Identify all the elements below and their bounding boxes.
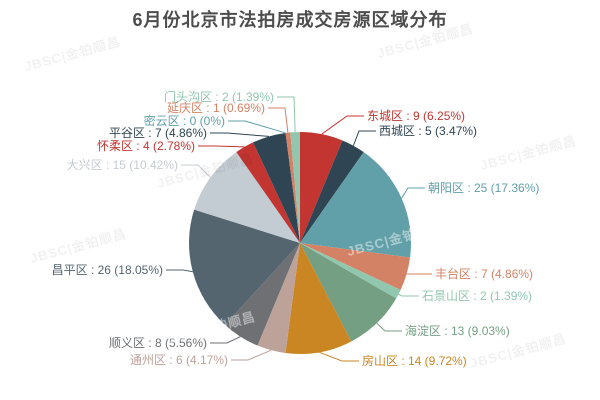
pie-label-顺义区: 顺义区 : 8 (5.56%)	[109, 336, 207, 350]
label-line-平谷区	[210, 132, 269, 137]
label-line-西城区	[352, 130, 376, 146]
pie-label-密云区: 密云区 : 0 (0%)	[144, 113, 225, 128]
pie-slice-延庆区[interactable]	[285, 132, 300, 243]
pie-slice-朝阳区[interactable]	[300, 152, 412, 258]
label-line-大兴区	[181, 164, 211, 178]
pie-slice-门头沟区[interactable]	[290, 132, 300, 243]
pie-label-平谷区: 平谷区 : 7 (4.86%)	[109, 126, 207, 140]
pie-label-昌平区: 昌平区 : 26 (18.05%)	[52, 263, 163, 277]
label-line-密云区	[228, 120, 286, 134]
label-line-延庆区	[268, 107, 289, 133]
pie-slice-通州区[interactable]	[257, 243, 300, 354]
pie-slice-东城区[interactable]	[300, 132, 343, 243]
pie-label-丰台区: 丰台区 : 7 (4.86%)	[435, 266, 533, 281]
label-line-顺义区	[210, 336, 241, 344]
label-line-昌平区	[166, 269, 193, 273]
pie-label-大兴区: 大兴区 : 15 (10.42%)	[67, 158, 178, 172]
pie-slice-房山区[interactable]	[285, 243, 352, 354]
pie-slice-丰台区[interactable]	[300, 243, 411, 290]
pie-slice-海淀区[interactable]	[300, 243, 397, 342]
pie-slice-平谷区[interactable]	[253, 132, 300, 243]
pie-label-西城区: 西城区 : 5 (3.47%)	[379, 124, 477, 138]
label-line-朝阳区	[401, 187, 425, 199]
label-line-怀柔区	[198, 145, 245, 148]
pie-slice-怀柔区[interactable]	[236, 142, 300, 243]
pie-label-怀柔区: 怀柔区 : 4 (2.78%)	[97, 139, 195, 153]
label-line-房山区	[319, 351, 359, 362]
pie-label-石景山区: 石景山区 : 2 (1.39%)	[422, 289, 532, 303]
pie-label-海淀区: 海淀区 : 13 (9.03%)	[405, 323, 510, 338]
label-line-东城区	[321, 115, 364, 135]
pie-label-门头沟区: 门头沟区 : 2 (1.39%)	[164, 89, 274, 104]
label-line-石景山区	[398, 293, 419, 297]
pie-label-朝阳区: 朝阳区 : 25 (17.36%)	[428, 181, 539, 195]
label-line-海淀区	[376, 322, 402, 332]
pie-label-房山区: 房山区 : 14 (9.72%)	[362, 353, 467, 368]
pie-slice-石景山区[interactable]	[300, 243, 401, 299]
chart-title: 6月份北京市法拍房成交房源区域分布	[132, 10, 448, 30]
label-line-门头沟区	[277, 96, 296, 133]
pie-slice-大兴区[interactable]	[194, 152, 300, 243]
pie-slice-昌平区[interactable]	[189, 209, 300, 325]
pie-label-东城区: 东城区 : 9 (6.25%)	[367, 109, 465, 123]
pie-label-延庆区: 延庆区 : 1 (0.69%)	[167, 101, 265, 115]
pie-label-通州区: 通州区 : 6 (4.17%)	[130, 353, 228, 367]
label-line-通州区	[231, 349, 272, 361]
pie-slice-顺义区[interactable]	[225, 243, 300, 346]
pie-slice-西城区[interactable]	[300, 140, 364, 243]
